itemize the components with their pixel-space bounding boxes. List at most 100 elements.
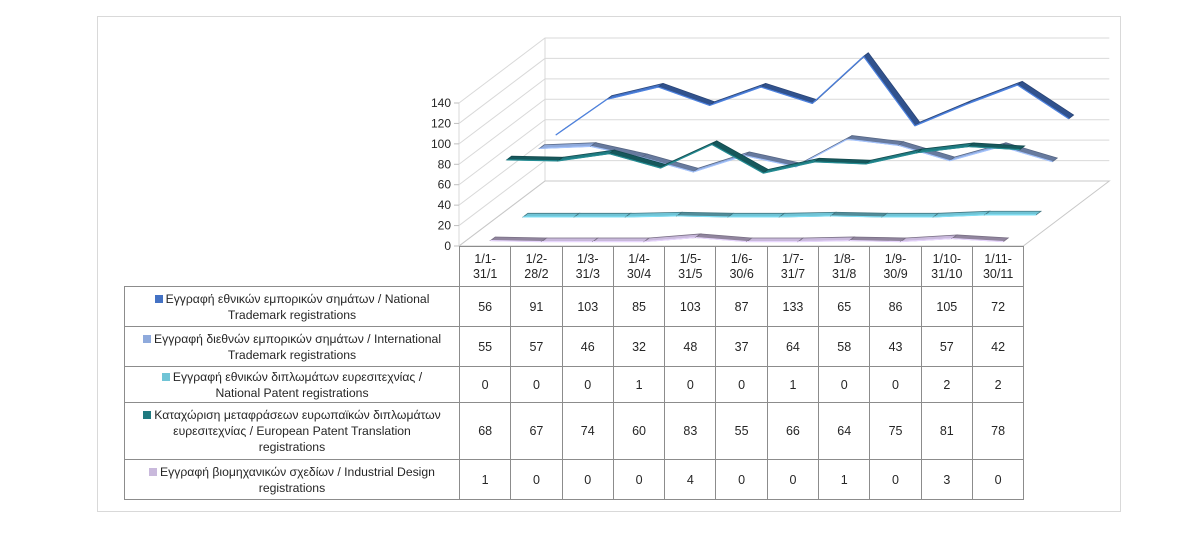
y-axis-labels: 0 20 40 60 80 100 120 140 bbox=[431, 96, 451, 253]
series-segment-edge bbox=[555, 98, 608, 136]
data-value-cell: 0 bbox=[766, 459, 820, 500]
data-value-cell: 3 bbox=[920, 459, 973, 500]
data-value-cell: 0 bbox=[818, 366, 871, 403]
series-segment-edge bbox=[914, 103, 967, 127]
data-value-cell: 46 bbox=[561, 326, 614, 367]
series-legend-label: Εγγραφή εθνικών εμπορικών σημάτων / Nati… bbox=[124, 286, 460, 327]
data-value-cell: 60 bbox=[612, 402, 666, 460]
series-segment bbox=[760, 82, 818, 104]
data-value-cell: 0 bbox=[664, 366, 717, 403]
category-label-line: 1/6- bbox=[730, 251, 753, 266]
table-row: Εγγραφή εθνικών διπλωμάτων ευρεσιτεχνίας… bbox=[124, 366, 1025, 403]
data-value-cell: 133 bbox=[766, 286, 820, 327]
series-segment-edge bbox=[965, 84, 1018, 105]
legend-key-swatch bbox=[154, 294, 163, 303]
category-label-line: 1/11- bbox=[984, 251, 1012, 266]
series-segment-edge bbox=[763, 161, 815, 174]
series-line-2 bbox=[521, 210, 1043, 218]
category-label: 1/3- 31/3 bbox=[561, 246, 614, 287]
series-segment-edge bbox=[760, 86, 813, 104]
series-line-3 bbox=[505, 140, 1026, 174]
category-label-line: 31/1 bbox=[472, 266, 498, 281]
series-segment-edge bbox=[606, 86, 659, 100]
series-segment-edge bbox=[557, 153, 610, 162]
data-value-cell: 87 bbox=[715, 286, 768, 327]
series-legend-label: Εγγραφή διεθνών εμπορικών σημάτων / Inte… bbox=[124, 326, 460, 367]
series-segment bbox=[1016, 80, 1075, 120]
data-value-cell: 81 bbox=[920, 402, 973, 460]
category-label: 1/8- 31/8 bbox=[818, 246, 871, 287]
data-value-cell: 56 bbox=[458, 286, 512, 327]
legend-key-swatch bbox=[161, 372, 170, 381]
category-label-line: 1/10- bbox=[932, 251, 962, 266]
category-label-line: 1/9- bbox=[884, 251, 907, 266]
series-segment-edge bbox=[609, 153, 661, 169]
category-label: 1/5- 31/5 bbox=[664, 246, 717, 287]
y-tick-label: 120 bbox=[431, 116, 451, 130]
series-line-4 bbox=[489, 233, 1010, 243]
data-value-cell: 58 bbox=[818, 326, 871, 367]
table-row: Εγγραφή βιομηχανικών σχεδίων / Industria… bbox=[124, 459, 1025, 500]
chart-data-table: 1/1- 31/1 1/2- 28/2 1/3- 31/3 1/4- 30/4 1/5- 31/5… bbox=[124, 246, 1025, 500]
series-segment-edge bbox=[933, 214, 985, 218]
legend-key-swatch bbox=[149, 467, 158, 476]
category-label-line: 1/8- bbox=[833, 251, 855, 266]
data-value-cell: 4 bbox=[664, 459, 717, 500]
series-segment-edge bbox=[949, 145, 1002, 162]
series-segment-edge bbox=[968, 145, 1020, 151]
series-segment-edge bbox=[865, 152, 918, 165]
category-label-line: 31/5 bbox=[678, 266, 703, 281]
data-value-cell: 1 bbox=[818, 459, 871, 500]
data-value-cell: 68 bbox=[458, 402, 512, 460]
y-tick-label: 0 bbox=[444, 239, 451, 253]
y-tick-label: 80 bbox=[438, 157, 452, 171]
data-value-cell: 78 bbox=[971, 402, 1025, 460]
y-tick-label: 20 bbox=[438, 219, 452, 233]
data-value-cell: 75 bbox=[869, 402, 922, 460]
category-label-line: 30/4 bbox=[626, 266, 652, 281]
series-segment-edge bbox=[798, 240, 850, 243]
series-segment bbox=[863, 52, 921, 127]
series-segment-edge bbox=[1017, 84, 1070, 120]
category-label-line: 31/7 bbox=[780, 266, 806, 281]
series-segment-edge bbox=[952, 237, 1004, 243]
category-label-line: 31/3 bbox=[575, 266, 600, 281]
series-segment-edge bbox=[830, 215, 883, 218]
category-label: 1/10- 31/10 bbox=[920, 246, 973, 287]
series-legend-label: Καταχώριση μεταφράσεων ευρωπαϊκών διπλωμ… bbox=[124, 402, 460, 460]
series-segment-edge bbox=[779, 215, 831, 218]
data-value-cell: 43 bbox=[869, 326, 922, 367]
data-value-cell: 0 bbox=[561, 459, 614, 500]
data-value-cell: 1 bbox=[612, 366, 666, 403]
series-label-line: Εγγραφή εθνικών εμπορικών σημάτων / Nati… bbox=[165, 291, 430, 306]
category-label: 1/9- 30/9 bbox=[869, 246, 922, 287]
y-tick-label: 100 bbox=[431, 137, 451, 151]
series-segment-edge bbox=[490, 240, 542, 243]
series-segment-edge bbox=[644, 236, 696, 243]
data-value-cell: 74 bbox=[561, 402, 614, 460]
data-value-cell: 37 bbox=[715, 326, 768, 367]
data-value-cell: 64 bbox=[818, 402, 871, 460]
data-value-cell: 83 bbox=[664, 402, 717, 460]
series-label-line: Εγγραφή εθνικών διπλωμάτων ευρεσιτεχνίας… bbox=[172, 369, 423, 384]
category-label-line: 31/8 bbox=[832, 266, 857, 281]
data-value-cell: 0 bbox=[510, 459, 563, 500]
data-value-cell: 48 bbox=[664, 326, 717, 367]
category-label-line: 1/2- bbox=[525, 251, 548, 266]
data-value-cell: 0 bbox=[971, 459, 1025, 500]
category-label-line: 30/9 bbox=[883, 266, 908, 281]
legend-key-swatch bbox=[142, 334, 151, 343]
series-segment bbox=[657, 82, 716, 106]
series-line-0 bbox=[555, 52, 1075, 136]
table-row: Καταχώριση μεταφράσεων ευρωπαϊκών διπλωμ… bbox=[124, 402, 1025, 460]
data-value-cell: 67 bbox=[510, 402, 563, 460]
series-segment-edge bbox=[847, 138, 899, 146]
category-label-line: 1/3- bbox=[576, 251, 599, 266]
legend-key-swatch bbox=[143, 411, 152, 419]
data-value-cell: 105 bbox=[920, 286, 973, 327]
data-value-cell: 0 bbox=[869, 366, 922, 403]
category-label: 1/2- 28/2 bbox=[510, 246, 563, 287]
category-label-line: 1/1- bbox=[474, 251, 496, 266]
series-segment-edge bbox=[863, 56, 916, 127]
data-value-cell: 55 bbox=[715, 402, 768, 460]
